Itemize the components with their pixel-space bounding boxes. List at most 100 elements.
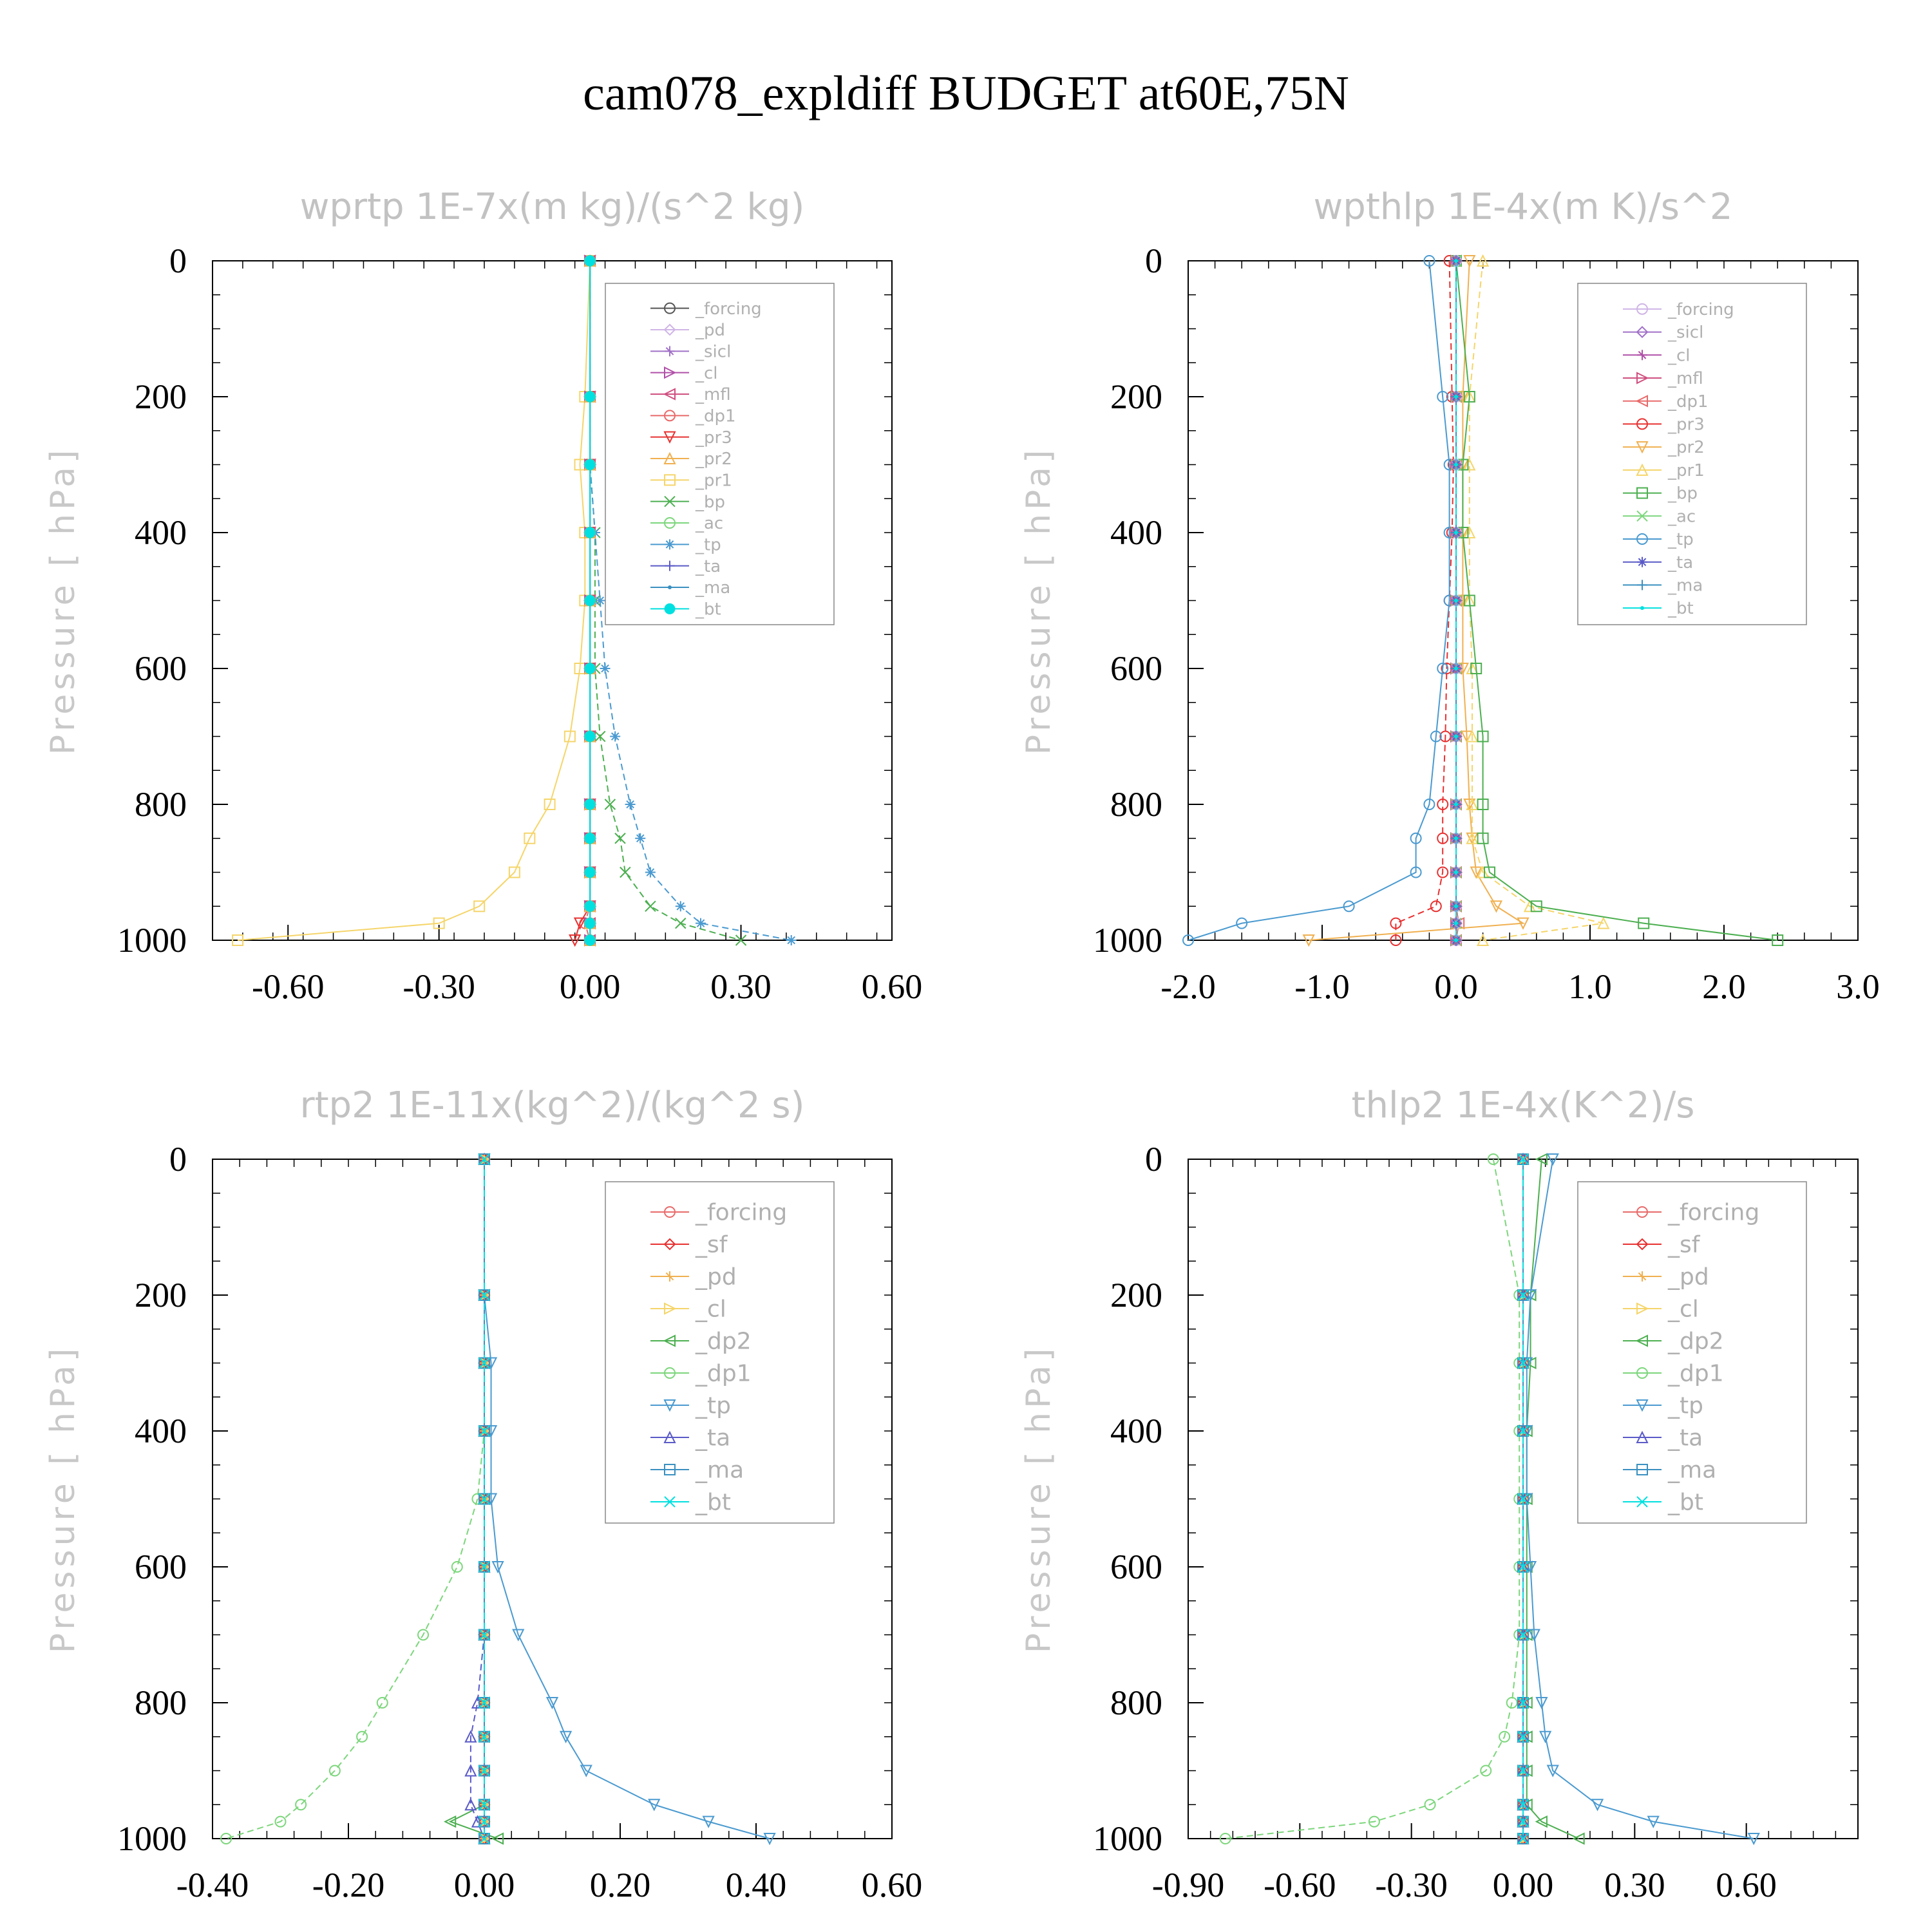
- y-axis-label: Pressure [ hPa]: [44, 1345, 82, 1654]
- data-point: [1546, 1153, 1559, 1166]
- legend-entry: _dp2: [1667, 1329, 1724, 1355]
- data-point: [1480, 1765, 1492, 1777]
- data-point: [1437, 866, 1449, 878]
- data-point: [1390, 934, 1402, 946]
- data-point: [1463, 255, 1476, 268]
- data-point: [1517, 1425, 1529, 1437]
- legend-marker: [1636, 326, 1649, 338]
- y-tick-label: 400: [1110, 1412, 1162, 1450]
- legend-entry: _bt: [1667, 1490, 1703, 1516]
- data-point: [1638, 917, 1650, 929]
- panels-group: wprtp 1E-7x(m kg)/(s^2 kg) Pressure [ hPa…: [44, 186, 1880, 1904]
- data-point: [478, 1289, 490, 1301]
- x-tick-label: -0.90: [1152, 1866, 1224, 1904]
- legend-entry: _bt: [1667, 599, 1694, 618]
- data-point: [1517, 1833, 1529, 1844]
- x-tick-label: -1.0: [1294, 967, 1349, 1006]
- data-point: [786, 935, 797, 945]
- y-tick-label: 600: [135, 649, 187, 688]
- data-point: [1539, 1730, 1552, 1743]
- data-point: [614, 833, 626, 844]
- data-point: [1463, 391, 1475, 402]
- legend: _forcing _sf _pd _cl _dp2 _dp1 _tp _ta _ma _bt: [1577, 1181, 1807, 1524]
- data-point: [1517, 1765, 1529, 1777]
- data-point: [451, 1561, 463, 1573]
- data-point: [1535, 1697, 1548, 1710]
- data-point: [478, 1799, 490, 1810]
- legend-marker: [663, 1399, 676, 1412]
- x-tick-label: 0.60: [862, 1866, 923, 1904]
- legend-marker: [668, 585, 672, 589]
- data-point: [1477, 730, 1489, 743]
- legend-marker: [1637, 556, 1647, 567]
- legend-entry: _dp1: [1667, 392, 1709, 412]
- legend-entry: _pr3: [695, 428, 732, 448]
- series-tp: [1182, 255, 1455, 946]
- legend-entry: _pr2: [695, 450, 732, 469]
- series-line: [1225, 1159, 1520, 1839]
- x-tick-label: -0.60: [252, 967, 324, 1006]
- data-point: [464, 1798, 477, 1811]
- legend-entry: _cl: [695, 364, 718, 383]
- data-point: [594, 595, 605, 606]
- data-point: [584, 833, 596, 844]
- data-point: [464, 1730, 477, 1743]
- panel-title: wpthlp 1E-4x(m K)/s^2: [1313, 186, 1732, 228]
- legend-marker: [663, 388, 676, 401]
- legend-entry: _ac: [1667, 507, 1696, 526]
- data-point: [1517, 1765, 1529, 1777]
- legend-marker: [664, 1302, 677, 1315]
- legend-marker: [1637, 350, 1647, 361]
- panel-title: rtp2 1E-11x(kg^2)/(kg^2 s): [300, 1084, 805, 1126]
- legend-entry: _dp2: [695, 1329, 752, 1355]
- data-point: [1466, 730, 1479, 743]
- series-line: [484, 1159, 770, 1839]
- legend-marker: [1636, 533, 1648, 545]
- panel-4: thlp2 1E-4x(K^2)/s Pressure [ hPa] -0.90 -0…: [1019, 1084, 1859, 1904]
- x-tick-label: 0.20: [590, 1866, 651, 1904]
- data-point: [524, 832, 536, 844]
- data-point: [478, 1833, 490, 1844]
- y-tick-label: 400: [135, 513, 187, 552]
- x-tick-label: -2.0: [1160, 967, 1215, 1006]
- data-point: [478, 1425, 490, 1437]
- data-point: [478, 1357, 490, 1369]
- data-point: [1470, 663, 1482, 674]
- data-point: [1454, 734, 1458, 739]
- series-line: [1526, 1159, 1580, 1839]
- data-point: [1466, 831, 1479, 844]
- data-point: [478, 1765, 490, 1777]
- data-point: [1535, 1153, 1548, 1166]
- data-point: [584, 918, 596, 929]
- data-point: [1476, 866, 1490, 878]
- legend-entry: _pd: [1667, 1264, 1709, 1291]
- data-point: [584, 459, 596, 470]
- data-point: [1390, 917, 1402, 929]
- data-point: [1517, 1815, 1529, 1828]
- series-bt: [584, 255, 596, 946]
- data-point: [232, 934, 244, 946]
- data-point: [1463, 799, 1476, 811]
- x-tick-label: 0.40: [726, 1866, 787, 1904]
- legend-entry: _pr3: [1667, 415, 1705, 435]
- data-point: [1470, 866, 1482, 879]
- x-tick-label: 1.0: [1568, 967, 1612, 1006]
- legend-marker: [1636, 1206, 1648, 1218]
- data-point: [1410, 832, 1422, 844]
- legend-marker: [664, 1496, 676, 1508]
- legend-marker: [664, 517, 676, 529]
- data-point: [478, 1697, 490, 1709]
- legend-marker: [1637, 580, 1647, 591]
- data-point: [1182, 934, 1194, 946]
- data-point: [648, 1799, 661, 1812]
- data-point: [464, 1764, 477, 1777]
- data-point: [1454, 395, 1458, 399]
- legend-marker: [663, 1334, 676, 1347]
- legend-marker: [1636, 463, 1649, 476]
- x-tick-label: 0.00: [560, 967, 621, 1006]
- data-point: [584, 255, 596, 267]
- legend-marker: [1636, 372, 1649, 384]
- legend-entry: _pd: [695, 1264, 737, 1291]
- series-line: [1395, 260, 1454, 940]
- data-point: [1523, 900, 1537, 913]
